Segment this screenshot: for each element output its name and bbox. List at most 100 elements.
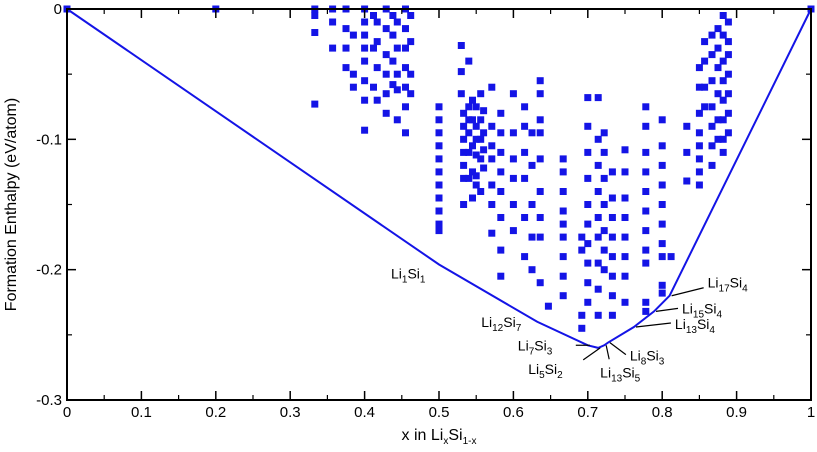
data-point	[465, 103, 473, 111]
phase-label-part: 4	[742, 284, 748, 295]
data-point	[719, 12, 727, 19]
x-tick-label: 0.5	[429, 404, 450, 421]
data-point	[389, 31, 397, 39]
data-point	[594, 135, 602, 143]
data-point	[497, 129, 505, 137]
data-point	[465, 129, 473, 137]
phase-label-part: Li	[630, 348, 641, 364]
data-point	[382, 109, 390, 117]
data-point	[719, 135, 727, 143]
data-point	[469, 116, 476, 124]
data-point	[536, 188, 544, 195]
y-tick-label: -0.1	[36, 131, 62, 148]
data-point	[584, 174, 592, 182]
data-point	[695, 181, 703, 189]
phase-label-part: 15	[693, 309, 705, 320]
data-point	[361, 31, 369, 39]
phase-label-part: Si	[697, 316, 709, 332]
data-point	[584, 279, 592, 287]
data-point	[480, 107, 488, 115]
data-point	[719, 31, 727, 39]
data-point	[658, 253, 666, 261]
data-point	[488, 83, 496, 91]
data-point	[460, 161, 468, 169]
phase-label-part: 17	[719, 284, 731, 295]
data-point	[594, 161, 602, 169]
data-point	[457, 68, 465, 76]
data-point	[382, 51, 390, 59]
data-point	[460, 174, 468, 182]
data-point	[435, 116, 443, 124]
data-point	[719, 116, 727, 124]
data-point	[642, 168, 650, 176]
data-point	[544, 302, 552, 310]
data-point	[608, 194, 616, 202]
data-point	[708, 122, 716, 130]
data-point	[578, 311, 586, 319]
data-point	[435, 129, 443, 137]
y-tick-label: 0	[54, 1, 62, 18]
data-point	[658, 116, 666, 124]
data-point	[497, 246, 505, 254]
data-point	[708, 103, 716, 111]
data-point	[472, 103, 480, 111]
data-point	[536, 233, 544, 241]
data-point	[469, 96, 476, 104]
data-point	[708, 142, 716, 150]
data-point	[497, 109, 505, 117]
data-point	[521, 253, 529, 261]
data-point	[349, 83, 357, 91]
data-point	[509, 174, 517, 182]
data-point	[621, 168, 629, 176]
phase-label-part: 8	[641, 357, 647, 368]
phase-label-part: 4	[717, 309, 723, 320]
data-point	[600, 227, 608, 235]
data-point	[658, 281, 666, 289]
label-leader-line	[635, 322, 671, 328]
data-point	[608, 272, 616, 280]
data-point	[608, 292, 616, 300]
data-point	[393, 86, 401, 94]
data-point	[658, 161, 666, 169]
label-leader-line	[655, 307, 679, 312]
data-point	[477, 116, 485, 124]
phase-label-part: Si	[730, 275, 742, 291]
phase-label-part: Li	[675, 316, 686, 332]
data-point	[509, 129, 517, 137]
y-tick-label: -0.3	[36, 392, 62, 409]
data-point	[594, 94, 602, 102]
phase-label: Li15Si4	[682, 300, 722, 320]
data-point	[373, 96, 381, 104]
data-point	[584, 122, 592, 130]
data-point	[521, 214, 529, 221]
phase-label-part: Si	[503, 314, 515, 330]
phase-label-part: 7	[516, 323, 522, 334]
y-axis-title: Formation Enthalpy (eV/atom)	[3, 98, 20, 311]
data-point	[658, 220, 666, 228]
data-point	[584, 148, 592, 156]
data-point	[509, 155, 517, 163]
x-tick-label: 0.2	[205, 404, 226, 421]
data-point	[435, 103, 443, 111]
data-point	[621, 272, 629, 280]
data-point	[600, 148, 608, 156]
phase-label: Li1Si1	[391, 265, 426, 285]
label-leader-line	[605, 345, 610, 360]
data-point	[460, 148, 468, 156]
data-point	[695, 64, 703, 72]
data-point	[536, 279, 544, 287]
data-point	[389, 57, 397, 65]
data-point	[528, 233, 536, 241]
data-point	[584, 298, 592, 306]
data-point	[667, 253, 675, 261]
data-point	[370, 44, 377, 52]
label-leader-line	[582, 347, 601, 361]
data-point	[642, 122, 650, 130]
data-point	[719, 57, 727, 65]
data-point	[559, 207, 567, 215]
data-point	[642, 227, 650, 235]
data-point	[536, 214, 544, 221]
data-point	[472, 151, 480, 159]
phase-label-part: Si	[646, 348, 658, 364]
